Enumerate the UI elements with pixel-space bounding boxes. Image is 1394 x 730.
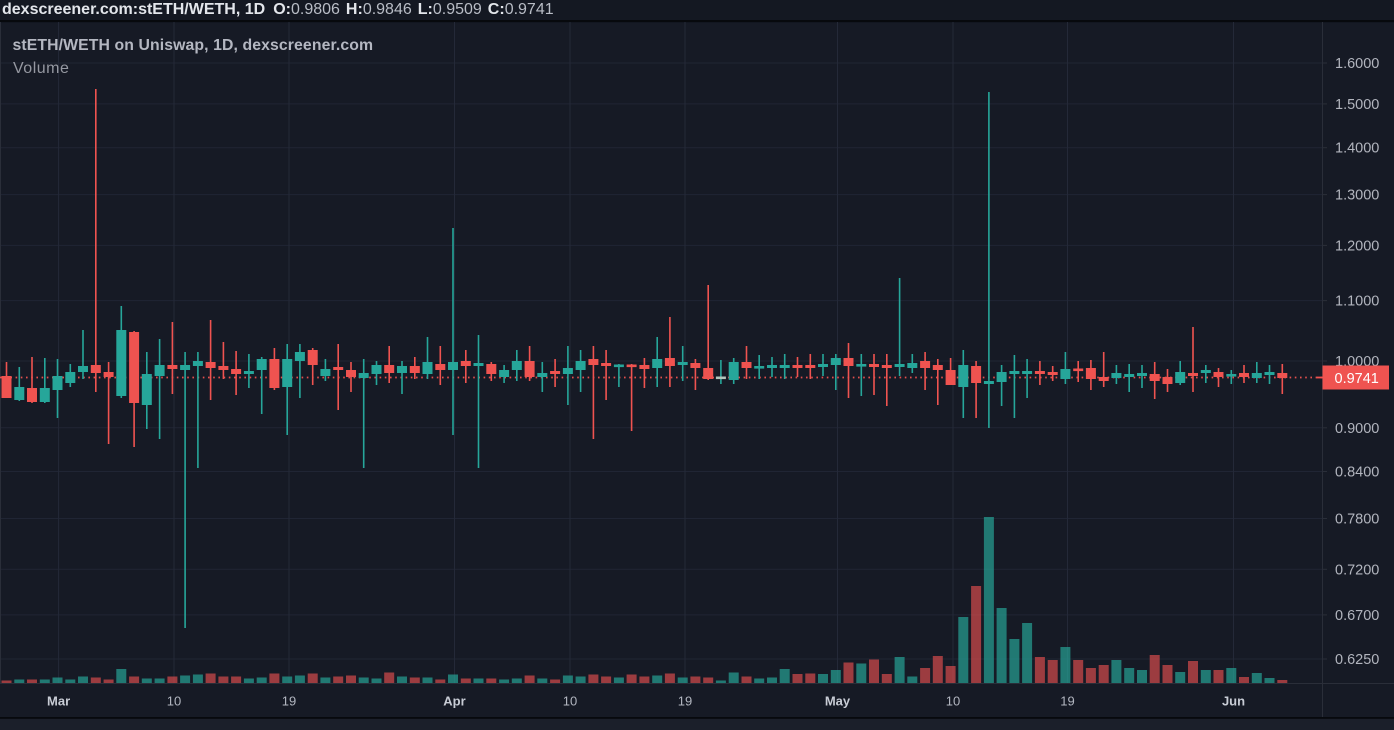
svg-text:19: 19 [678, 694, 692, 709]
svg-text:Apr: Apr [443, 694, 465, 709]
svg-text:stETH/WETH on Uniswap, 1D, dex: stETH/WETH on Uniswap, 1D, dexscreener.c… [13, 37, 374, 54]
svg-text:19: 19 [282, 694, 296, 709]
svg-text:dexscreener.com:stETH/WETH, 1D: dexscreener.com:stETH/WETH, 1D O:0.9806 H:… [2, 1, 554, 18]
svg-text:0.7200: 0.7200 [1335, 562, 1379, 578]
svg-text:0.9741: 0.9741 [1335, 371, 1379, 387]
svg-text:0.6250: 0.6250 [1335, 652, 1379, 668]
svg-text:Mar: Mar [47, 694, 70, 709]
svg-text:1.2000: 1.2000 [1335, 238, 1379, 254]
svg-text:0.6700: 0.6700 [1335, 608, 1379, 624]
svg-text:Volume: Volume [13, 60, 69, 77]
svg-text:May: May [825, 694, 851, 709]
svg-text:10: 10 [563, 694, 577, 709]
svg-text:1.5000: 1.5000 [1335, 97, 1379, 113]
svg-text:0.9000: 0.9000 [1335, 421, 1379, 437]
svg-text:0.8400: 0.8400 [1335, 465, 1379, 481]
svg-text:0.7800: 0.7800 [1335, 512, 1379, 528]
svg-text:10: 10 [167, 694, 181, 709]
svg-text:1.6000: 1.6000 [1335, 56, 1379, 72]
svg-text:19: 19 [1060, 694, 1074, 709]
svg-text:10: 10 [946, 694, 960, 709]
svg-text:1.4000: 1.4000 [1335, 141, 1379, 157]
svg-text:Jun: Jun [1222, 694, 1245, 709]
svg-text:1.1000: 1.1000 [1335, 294, 1379, 310]
svg-text:1.3000: 1.3000 [1335, 188, 1379, 204]
